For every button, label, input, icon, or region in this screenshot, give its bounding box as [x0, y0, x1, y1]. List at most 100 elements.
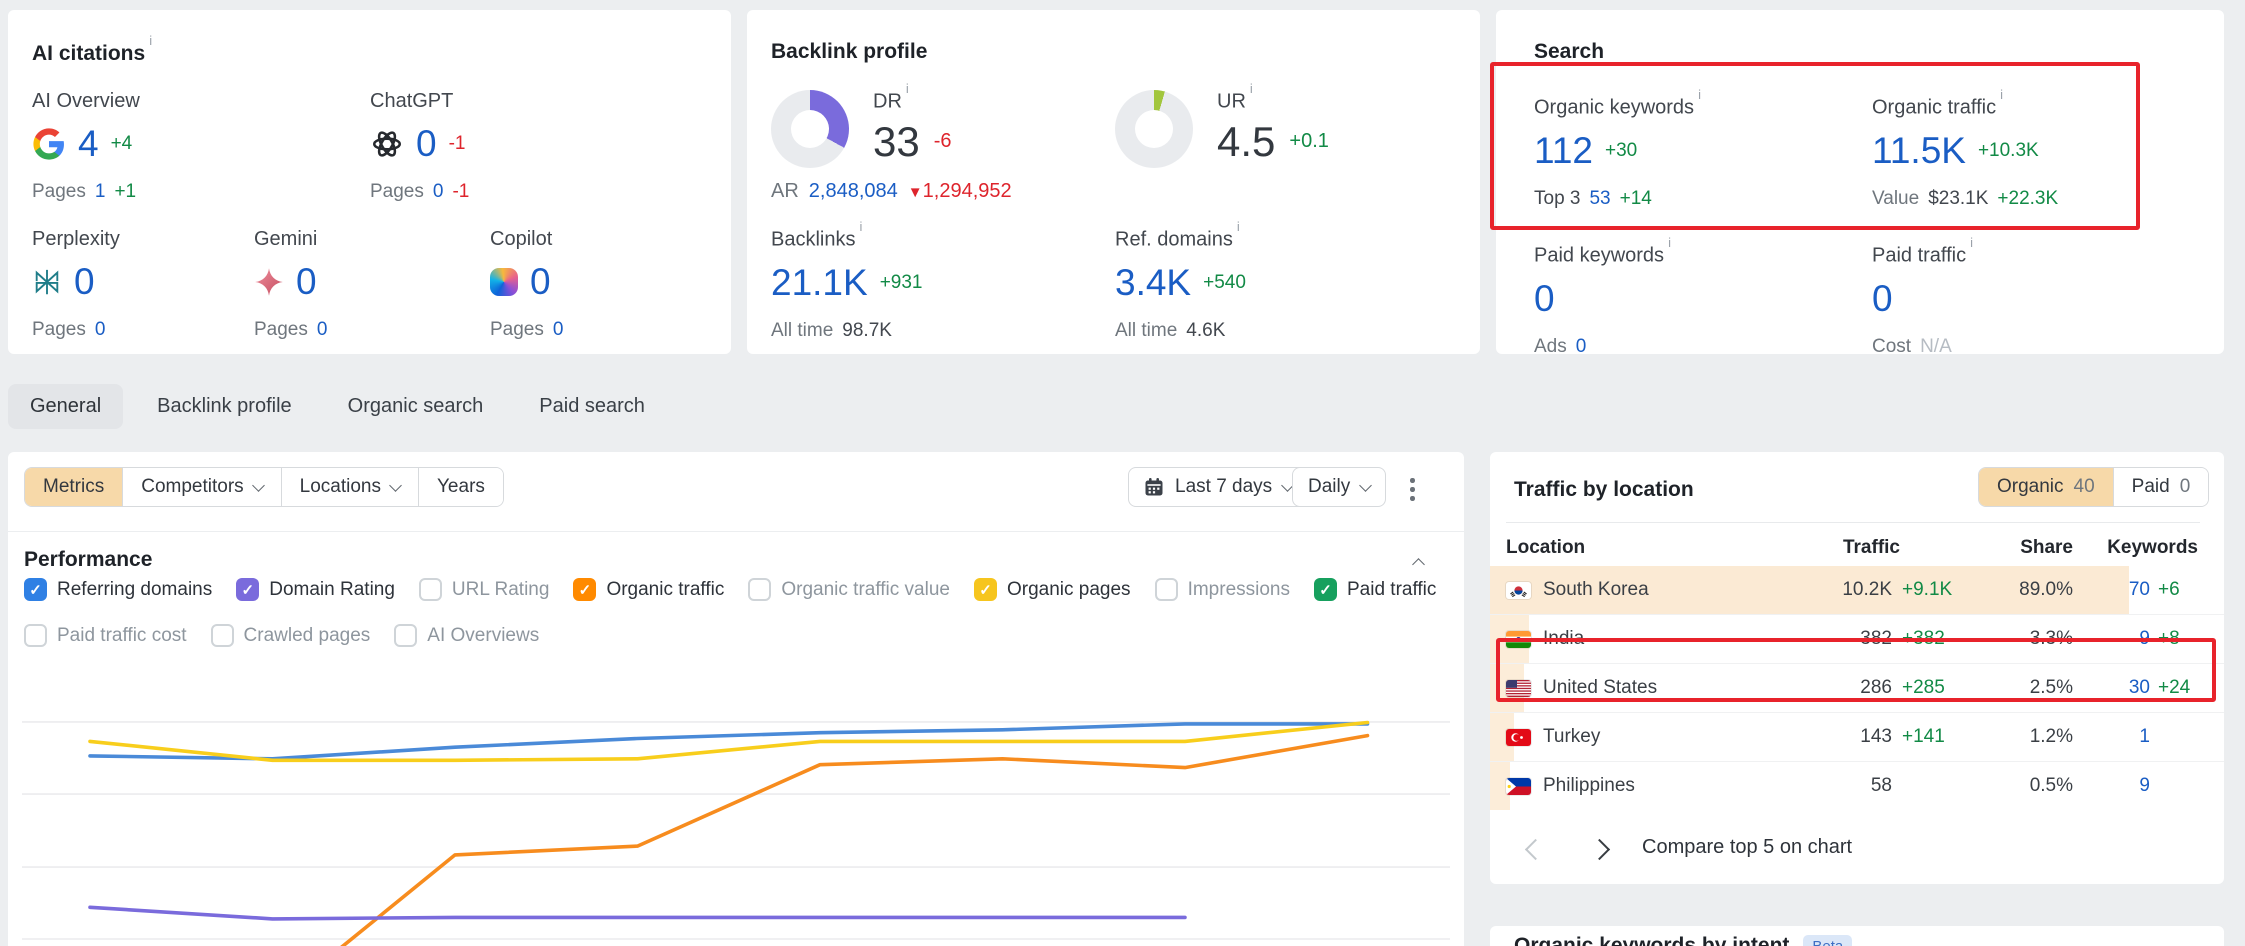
- performance-title: Performance: [24, 548, 152, 572]
- checkbox-crawled-pages[interactable]: Crawled pages: [211, 624, 371, 647]
- info-icon[interactable]: i: [1668, 235, 1671, 250]
- search-card: Search Organic keywordsi 112 +30 Top 353…: [1496, 10, 2224, 354]
- keywords-link[interactable]: 9: [2139, 775, 2150, 797]
- backlink-profile-card: Backlink profile DRi 33 -6 AR 2,848,084 …: [747, 10, 1480, 354]
- flag-south-korea-icon: [1506, 582, 1531, 599]
- paid-keywords-value[interactable]: 0: [1534, 278, 1555, 320]
- pages-value[interactable]: 0: [433, 181, 444, 203]
- checkbox-paid-traffic[interactable]: ✓Paid traffic: [1314, 578, 1436, 601]
- tab-general[interactable]: General: [8, 384, 123, 429]
- checkbox-organic-pages[interactable]: ✓Organic pages: [974, 578, 1131, 601]
- compare-top5-link[interactable]: Compare top 5 on chart: [1642, 836, 1852, 859]
- info-icon[interactable]: i: [1970, 235, 1973, 250]
- organic-paid-toggle: Organic40 Paid0: [1978, 467, 2209, 507]
- ai-overview-delta: +4: [111, 133, 133, 155]
- keywords-link[interactable]: 1: [2139, 726, 2150, 748]
- ref-domains-value[interactable]: 3.4K: [1115, 262, 1191, 304]
- pages-value[interactable]: 0: [317, 319, 328, 341]
- segment-years[interactable]: Years: [418, 468, 503, 506]
- keywords-link[interactable]: 9: [2139, 628, 2150, 650]
- info-icon[interactable]: i: [1698, 87, 1701, 102]
- pages-value[interactable]: 0: [95, 319, 106, 341]
- keywords-link[interactable]: 30: [2129, 677, 2150, 699]
- checkbox-impressions[interactable]: Impressions: [1155, 578, 1290, 601]
- granularity-button[interactable]: Daily: [1292, 467, 1386, 507]
- ahrefs-rank-row: AR 2,848,084 ▼1,294,952: [771, 180, 1012, 203]
- checkbox-paid-traffic-cost[interactable]: Paid traffic cost: [24, 624, 187, 647]
- backlinks-metric: Backlinksi 21.1K +931 All time98.7K: [771, 226, 923, 342]
- toggle-paid[interactable]: Paid0: [2113, 468, 2209, 506]
- ahrefs-overview-screen: AI citationsi AI Overview 4 +4 Pages1+1 …: [0, 0, 2245, 946]
- ai-citation-item-copilot: Copilot 0 Pages0: [490, 228, 563, 341]
- paid-keywords-metric: Paid keywordsi 0 Ads0: [1534, 242, 1671, 358]
- chart-line-organic-pages: [90, 723, 1368, 761]
- metrics-segmented-control: Metrics Competitors Locations Years: [24, 467, 504, 507]
- paid-traffic-metric: Paid traffici 0 CostN/A: [1872, 242, 1973, 358]
- info-icon[interactable]: i: [2000, 87, 2003, 102]
- toggle-organic[interactable]: Organic40: [1979, 468, 2113, 506]
- checkbox-box: ✓: [236, 578, 259, 601]
- metric-checkbox-row-1: ✓Referring domains ✓Domain Rating URL Ra…: [24, 578, 1436, 601]
- google-icon: [32, 127, 66, 161]
- overview-tab-bar: General Backlink profile Organic search …: [8, 384, 667, 429]
- performance-chart[interactable]: [8, 657, 1464, 946]
- pages-value[interactable]: 1: [95, 181, 106, 203]
- checkbox-organic-traffic-value[interactable]: Organic traffic value: [748, 578, 950, 601]
- ar-value[interactable]: 2,848,084: [809, 180, 898, 203]
- checkbox-url-rating[interactable]: URL Rating: [419, 578, 550, 601]
- organic-keywords-metric: Organic keywordsi 112 +30 Top 353+14: [1534, 94, 1701, 210]
- ur-value: 4.5: [1217, 118, 1275, 166]
- top3-value[interactable]: 53: [1589, 188, 1610, 210]
- more-options-button[interactable]: [1404, 472, 1421, 507]
- ref-domains-metric: Ref. domainsi 3.4K +540 All time4.6K: [1115, 226, 1246, 342]
- segment-metrics[interactable]: Metrics: [25, 468, 122, 506]
- info-icon[interactable]: i: [1237, 219, 1240, 234]
- dr-donut-chart: [771, 90, 849, 168]
- checkbox-organic-traffic[interactable]: ✓Organic traffic: [573, 578, 724, 601]
- checkbox-domain-rating[interactable]: ✓Domain Rating: [236, 578, 395, 601]
- performance-card: Metrics Competitors Locations Years Last…: [8, 452, 1464, 946]
- location-table: Location Traffic Share Keywords: [1490, 530, 2224, 810]
- chatgpt-delta: -1: [449, 133, 466, 155]
- info-icon[interactable]: i: [149, 33, 152, 48]
- collapse-section-button[interactable]: [1412, 558, 1425, 571]
- chevron-down-icon: [1359, 479, 1372, 492]
- organic-traffic-metric: Organic traffici 11.5K +10.3K Value$23.1…: [1872, 94, 2058, 210]
- checkbox-box: [24, 624, 47, 647]
- location-row-turkey[interactable]: Turkey 143+141 1.2% 1: [1490, 713, 2224, 762]
- location-row-philippines[interactable]: Philippines 58 0.5% 9: [1490, 762, 2224, 810]
- metric-checkbox-row-2: Paid traffic cost Crawled pages AI Overv…: [24, 624, 539, 647]
- backlinks-value[interactable]: 21.1K: [771, 262, 868, 304]
- checkbox-ai-overviews[interactable]: AI Overviews: [394, 624, 539, 647]
- tab-organic-search[interactable]: Organic search: [326, 384, 506, 429]
- divider: [1506, 522, 2200, 523]
- segment-competitors[interactable]: Competitors: [122, 468, 280, 506]
- dr-value: 33: [873, 118, 920, 166]
- pages-value[interactable]: 0: [553, 319, 564, 341]
- calendar-icon: [1144, 477, 1164, 497]
- paid-traffic-value[interactable]: 0: [1872, 278, 1893, 320]
- checkbox-referring-domains[interactable]: ✓Referring domains: [24, 578, 212, 601]
- segment-locations[interactable]: Locations: [281, 468, 418, 506]
- info-icon[interactable]: i: [1250, 81, 1253, 96]
- organic-keywords-value[interactable]: 112: [1534, 130, 1593, 172]
- checkbox-box: ✓: [1314, 578, 1337, 601]
- date-range-button[interactable]: Last 7 days: [1128, 467, 1308, 507]
- organic-keywords-by-intent-card: Organic keywords by intent Beta: [1490, 926, 2224, 946]
- location-row-south-korea[interactable]: South Korea 10.2K+9.1K 89.0% 70+6: [1490, 566, 2224, 615]
- chatgpt-icon: [370, 127, 404, 161]
- organic-traffic-value[interactable]: 11.5K: [1872, 130, 1966, 172]
- location-row-united-states[interactable]: United States 286+285 2.5% 30+24: [1490, 664, 2224, 713]
- tab-backlink-profile[interactable]: Backlink profile: [135, 384, 314, 429]
- info-icon[interactable]: i: [906, 81, 909, 96]
- copilot-value: 0: [530, 261, 551, 303]
- tab-paid-search[interactable]: Paid search: [517, 384, 667, 429]
- divider: [8, 531, 1464, 532]
- ai-overview-value: 4: [78, 123, 99, 165]
- info-icon[interactable]: i: [859, 219, 862, 234]
- next-page-button[interactable]: [1589, 839, 1610, 860]
- ai-citations-title: AI citationsi: [32, 40, 152, 66]
- prev-page-button[interactable]: [1525, 839, 1546, 860]
- location-row-india[interactable]: India 382+382 3.3% 9+8: [1490, 615, 2224, 664]
- keywords-link[interactable]: 70: [2129, 579, 2150, 601]
